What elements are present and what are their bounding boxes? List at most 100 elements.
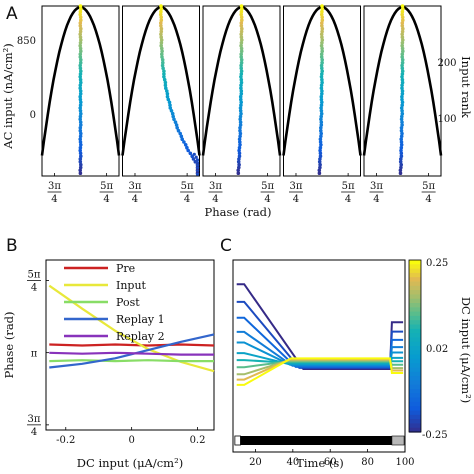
phase-point (194, 155, 198, 159)
phase-point (239, 9, 244, 14)
phase-point (78, 75, 82, 79)
phase-point (400, 94, 404, 99)
phase-point (319, 117, 323, 122)
phase-point (78, 165, 83, 170)
colorbar-segment (409, 272, 421, 278)
phase-point (238, 140, 242, 144)
colorbar-segment (409, 341, 421, 347)
phase-point (239, 86, 243, 90)
phase-point (179, 134, 184, 139)
phase-point (159, 18, 164, 23)
series-line-post (49, 359, 214, 363)
phase-point (175, 126, 179, 130)
time-tick: 100 (395, 457, 414, 468)
phase-point (237, 165, 241, 170)
phase-point (180, 137, 184, 141)
phase-point (398, 168, 403, 173)
phase-point (400, 52, 405, 56)
phase-point (159, 26, 164, 31)
legend-label: Replay 2 (116, 330, 165, 343)
phase-point (318, 151, 323, 156)
phase-point (319, 94, 324, 99)
phase-point (400, 58, 405, 62)
phase-point (78, 126, 83, 130)
phase-point (78, 29, 83, 34)
svg-text:3π: 3π (209, 181, 222, 192)
phase-point (317, 171, 322, 175)
phase-point (78, 77, 83, 82)
phase-point (79, 143, 83, 147)
phase-point (238, 123, 243, 127)
phase-point (400, 4, 405, 8)
phase-point (400, 15, 405, 20)
svg-text:4: 4 (373, 194, 379, 205)
svg-text:3π: 3π (28, 414, 41, 425)
phase-point (239, 89, 244, 93)
phase-point (400, 43, 405, 48)
phase-tick-4-0: 3π4 (288, 181, 303, 205)
phase-point (399, 143, 404, 147)
phase-point (319, 43, 324, 48)
phase-point (79, 111, 83, 116)
svg-text:5π: 5π (181, 181, 194, 192)
phase-point (399, 128, 404, 133)
colorbar-segment (409, 376, 421, 381)
phase-point (78, 92, 83, 96)
phase-point (239, 4, 244, 8)
time-bar-pre (234, 435, 241, 446)
phase-point (185, 145, 189, 150)
phase-point (239, 32, 243, 37)
phase-point (400, 12, 405, 17)
phase-point (78, 60, 83, 65)
phase-point (399, 145, 404, 150)
legend-label: Pre (116, 262, 135, 275)
panel-label-a: A (6, 4, 18, 24)
phase-point (319, 126, 323, 130)
colorbar-segment (409, 363, 421, 369)
phase-point (78, 117, 82, 122)
phase-scatter (236, 4, 244, 175)
phase-point (238, 109, 243, 113)
phase-point (190, 154, 194, 158)
phase-point (400, 111, 405, 116)
phase-scatter (158, 4, 200, 176)
phase-point (320, 38, 325, 42)
phase-point (238, 128, 242, 133)
subpanel-3 (201, 4, 282, 177)
phase-point (399, 117, 404, 122)
phase-point (318, 140, 323, 144)
phase-point (320, 21, 324, 25)
phase-point (162, 72, 166, 76)
phase-point (79, 69, 83, 73)
phase-point (400, 63, 404, 68)
phase-point (240, 18, 244, 23)
phase-point (319, 12, 324, 17)
svg-text:4: 4 (31, 282, 37, 293)
phase-point (319, 75, 324, 79)
input-rank-axis-label: Input rank (459, 56, 473, 119)
phase-point (237, 157, 241, 161)
input-rank-tick-100: 100 (437, 114, 456, 125)
phase-point (78, 86, 82, 90)
phase-point (78, 97, 83, 102)
colorbar-segment (409, 315, 421, 321)
phase-point (400, 46, 405, 51)
time-tick: 40 (286, 457, 299, 468)
phase-point (159, 32, 163, 37)
colorbar-segment (409, 406, 421, 412)
phase-point (239, 35, 244, 39)
time-tick: 80 (361, 457, 374, 468)
phase-point (239, 55, 243, 59)
phase-tick-5-0: 3π4 (369, 181, 384, 205)
series-line-input (48, 284, 215, 373)
subpanel-2 (121, 4, 201, 177)
phase-point (238, 114, 243, 119)
svg-text:5π: 5π (261, 181, 274, 192)
colorbar-segment (409, 410, 421, 416)
phase-point (79, 38, 83, 42)
svg-text:4: 4 (103, 194, 109, 205)
panel-b: Pre Input Post Replay 1 Replay 2 -0.2 0 0.2 5π… (2, 259, 215, 470)
phase-point (238, 143, 242, 147)
phase-point (239, 24, 244, 28)
colorbar-segment (409, 277, 421, 283)
